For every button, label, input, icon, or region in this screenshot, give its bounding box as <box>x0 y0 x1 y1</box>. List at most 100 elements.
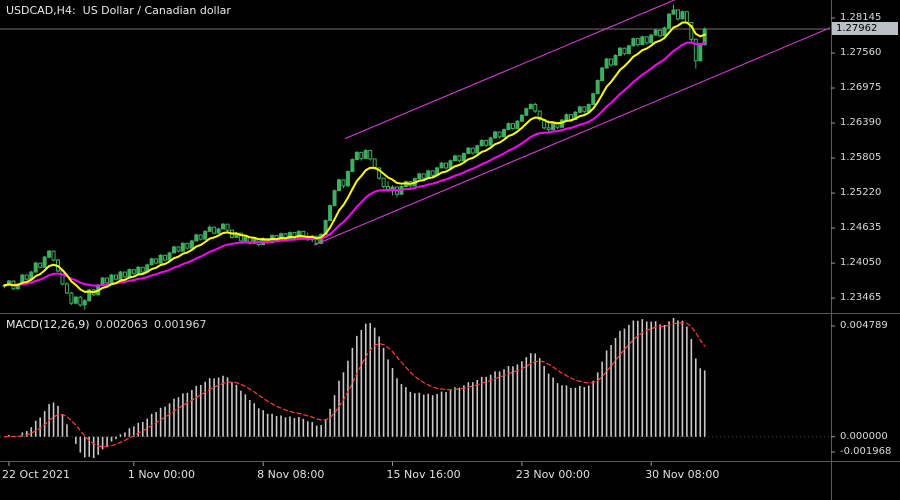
candle-body <box>595 80 600 95</box>
candle-body <box>502 129 507 138</box>
candle-body <box>140 266 145 273</box>
candle-body <box>42 256 47 268</box>
candle-body <box>577 106 582 113</box>
candle-body <box>658 29 663 37</box>
candle-body <box>131 269 136 274</box>
candle-body <box>667 13 672 29</box>
candle-body <box>493 131 498 139</box>
candle-body <box>475 145 480 154</box>
candle-body <box>341 179 346 187</box>
candle-body <box>78 296 83 306</box>
candle-body <box>533 103 538 112</box>
candle-body <box>537 110 542 120</box>
time-axis[interactable]: 22 Oct 2021 1 Nov 00:00 8 Nov 08:00 15 Nov … <box>0 462 900 500</box>
candle-body <box>189 240 194 249</box>
candle-body <box>198 234 203 240</box>
candle-body <box>604 58 609 69</box>
candle-body <box>69 292 74 304</box>
candle-body <box>519 114 524 122</box>
candle-body <box>515 120 520 129</box>
candle-body <box>466 147 471 155</box>
candle-body <box>180 242 185 252</box>
candle-body <box>243 236 248 242</box>
candle-body <box>73 296 78 304</box>
candle-body <box>167 252 172 261</box>
price-axis-label: 1.24635 <box>840 222 882 234</box>
candle-body <box>154 258 159 264</box>
candle-body <box>452 155 457 162</box>
price-axis-label: 1.25220 <box>840 187 882 199</box>
candle-body <box>114 274 118 280</box>
candle-body <box>345 171 350 187</box>
candle-body <box>105 277 110 284</box>
candle-body <box>693 38 698 62</box>
candle-body <box>87 289 92 302</box>
candle-body <box>582 106 587 113</box>
candle-body <box>354 151 359 161</box>
candle-body <box>528 103 533 110</box>
candle-body <box>609 58 614 66</box>
price-axis-label: 1.27560 <box>840 47 882 59</box>
candle-body <box>51 250 56 261</box>
candle-body <box>684 11 689 24</box>
candle-body <box>510 123 515 129</box>
price-axis-label: 1.23465 <box>840 292 882 304</box>
time-axis-label: 8 Nov 08:00 <box>257 468 325 481</box>
candle-body <box>60 270 65 285</box>
candle-body <box>626 45 631 55</box>
time-axis-label: 23 Nov 00:00 <box>515 468 591 481</box>
time-axis-label: 30 Nov 08:00 <box>645 468 720 481</box>
candle-body <box>613 54 618 66</box>
price-pane[interactable] <box>0 0 830 310</box>
candle-body <box>631 38 636 47</box>
candle-body <box>176 246 181 252</box>
candle-body <box>600 67 605 82</box>
candle-body <box>524 108 529 116</box>
candle-body <box>470 147 475 154</box>
candle-body <box>359 151 364 159</box>
candle-body <box>488 137 493 146</box>
price-axis[interactable]: 1.28145 1.27560 1.26975 1.26390 1.25805 1.252… <box>832 0 900 313</box>
candle-body <box>653 29 658 36</box>
candle-body <box>203 230 208 240</box>
candle-body <box>675 9 680 20</box>
candle-body <box>372 158 377 169</box>
candle-body <box>158 254 163 264</box>
time-axis-label: 1 Nov 00:00 <box>127 468 195 481</box>
candle-body <box>38 262 43 268</box>
candle-body <box>421 173 426 179</box>
candle-body <box>377 167 382 179</box>
candle-body <box>381 177 386 187</box>
candle-body <box>221 223 226 230</box>
candle-body <box>448 160 453 169</box>
time-axis-label: 22 Oct 2021 <box>2 468 71 481</box>
candle-body <box>457 155 462 162</box>
time-axis-label: 15 Nov 16:00 <box>386 468 461 481</box>
candle-body <box>33 262 38 273</box>
candle-body <box>216 228 221 234</box>
price-axis-label: 1.26975 <box>840 82 882 94</box>
candle-body <box>417 173 422 180</box>
channel-upper-line[interactable] <box>344 0 830 140</box>
candle-body <box>185 242 190 249</box>
candle-body <box>194 234 199 242</box>
candle-body <box>163 254 168 261</box>
macd-pane[interactable] <box>0 318 830 458</box>
candle-body <box>337 179 341 192</box>
macd-axis-label: 0.000000 <box>840 430 888 442</box>
macd-axis[interactable]: 0.004789 0.000000 -0.001968 <box>832 313 900 461</box>
candle-body <box>479 139 484 147</box>
price-axis-label: 1.24050 <box>840 257 882 269</box>
candle-body <box>497 131 502 138</box>
candle-body <box>444 162 449 169</box>
candle-body <box>207 226 212 232</box>
ma-slow-line <box>3 41 706 287</box>
candle-body <box>568 114 573 120</box>
candle-body <box>301 230 306 238</box>
candle-body <box>47 250 52 258</box>
candle-body <box>118 271 123 280</box>
channel-lower-line[interactable] <box>313 27 830 246</box>
candle-body <box>680 11 685 20</box>
